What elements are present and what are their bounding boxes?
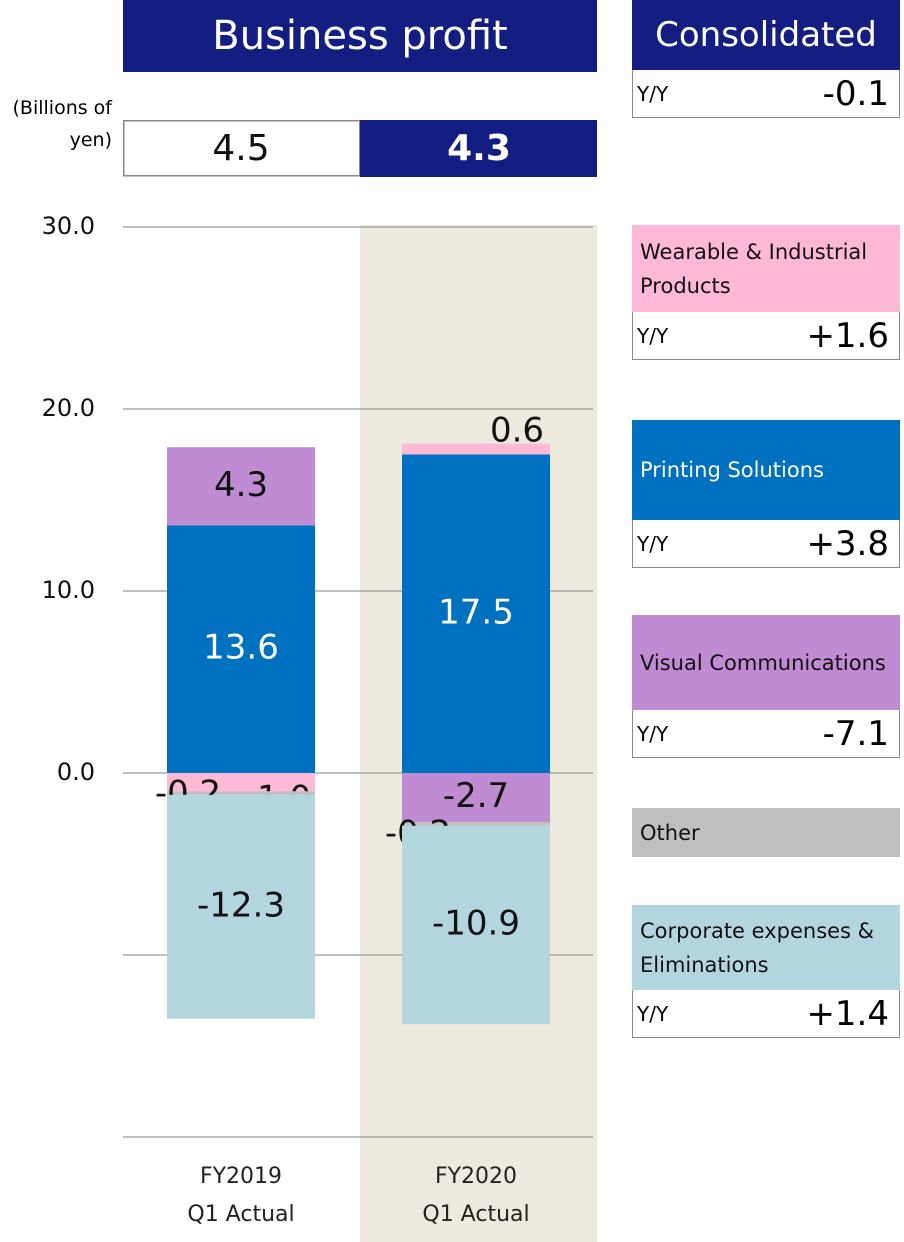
yoy-value: +3.8 [806, 523, 889, 564]
total-label: 4.5 [212, 128, 269, 169]
chart-title: Business profit [212, 13, 507, 59]
legend-name: Printing Solutions [632, 420, 900, 520]
bar-segment [402, 443, 550, 455]
yoy-row: Y/Y +1.6 [632, 312, 900, 360]
total-box [360, 120, 597, 177]
legend-panel: Consolidated Y/Y -0.1 [632, 0, 900, 118]
data-label: 4.3 [214, 465, 268, 505]
bar-segment [402, 454, 550, 773]
yoy-row: Y/Y +3.8 [632, 520, 900, 568]
y-tick-label: 10.0 [42, 576, 95, 604]
legend-panel: Visual Communications Y/Y -7.1 [632, 615, 900, 758]
y-tick-label: 20.0 [42, 394, 95, 422]
data-label: 17.5 [438, 592, 514, 632]
yoy-row: Y/Y -7.1 [632, 710, 900, 758]
y-tick-label: 30.0 [42, 212, 95, 240]
bar-segment [167, 794, 315, 1019]
bar-segment [167, 773, 315, 792]
x-tick-label cat: FY2019 Q1 Actual [187, 1164, 295, 1227]
yoy-caption: Y/Y [637, 1001, 669, 1026]
legend-name: Corporate expenses & Eliminations [632, 905, 900, 990]
data-label: -2.7 [443, 776, 509, 816]
yoy-caption: Y/Y [637, 721, 669, 746]
legend-panel: Printing Solutions Y/Y +3.8 [632, 420, 900, 568]
yoy-caption: Y/Y [637, 323, 669, 348]
yoy-caption: Y/Y [637, 531, 669, 556]
legend-name: Other [632, 808, 900, 857]
title-box [123, 0, 597, 72]
bar-segment [402, 822, 550, 826]
y-tick-label: 0.0 [57, 758, 95, 786]
total-label: 4.3 [447, 128, 511, 169]
bar-segment [402, 825, 550, 1025]
bar-segment [402, 773, 550, 823]
legend-panel: Other [632, 808, 900, 857]
data-label: 0.6 [490, 411, 544, 451]
bar-segment [167, 525, 315, 773]
yoy-value: +1.6 [806, 315, 889, 356]
legend-name: Visual Communications [632, 615, 900, 710]
yoy-row: Y/Y +1.4 [632, 990, 900, 1038]
yoy-value: -0.1 [822, 73, 889, 114]
yoy-caption: Y/Y [637, 81, 669, 106]
x-tick-label cat: FY2020 Q1 Actual [422, 1164, 530, 1227]
legend-name: Consolidated [632, 0, 900, 70]
unit-label: (Billions of yen) [12, 97, 112, 151]
bar-segment [167, 791, 315, 795]
data-label: 13.6 [203, 628, 279, 668]
yoy-value: +1.4 [806, 993, 889, 1034]
bar-segment [167, 447, 315, 526]
data-label: -10.9 [432, 903, 520, 943]
yoy-row: Y/Y -0.1 [632, 70, 900, 118]
data-label: -12.3 [197, 885, 285, 925]
total-box [123, 120, 361, 177]
legend-name: Wearable & Industrial Products [632, 225, 900, 312]
yoy-value: -7.1 [822, 713, 889, 754]
legend-panel: Wearable & Industrial Products Y/Y +1.6 [632, 225, 900, 360]
legend-panel: Corporate expenses & Eliminations Y/Y +1.4 [632, 905, 900, 1038]
